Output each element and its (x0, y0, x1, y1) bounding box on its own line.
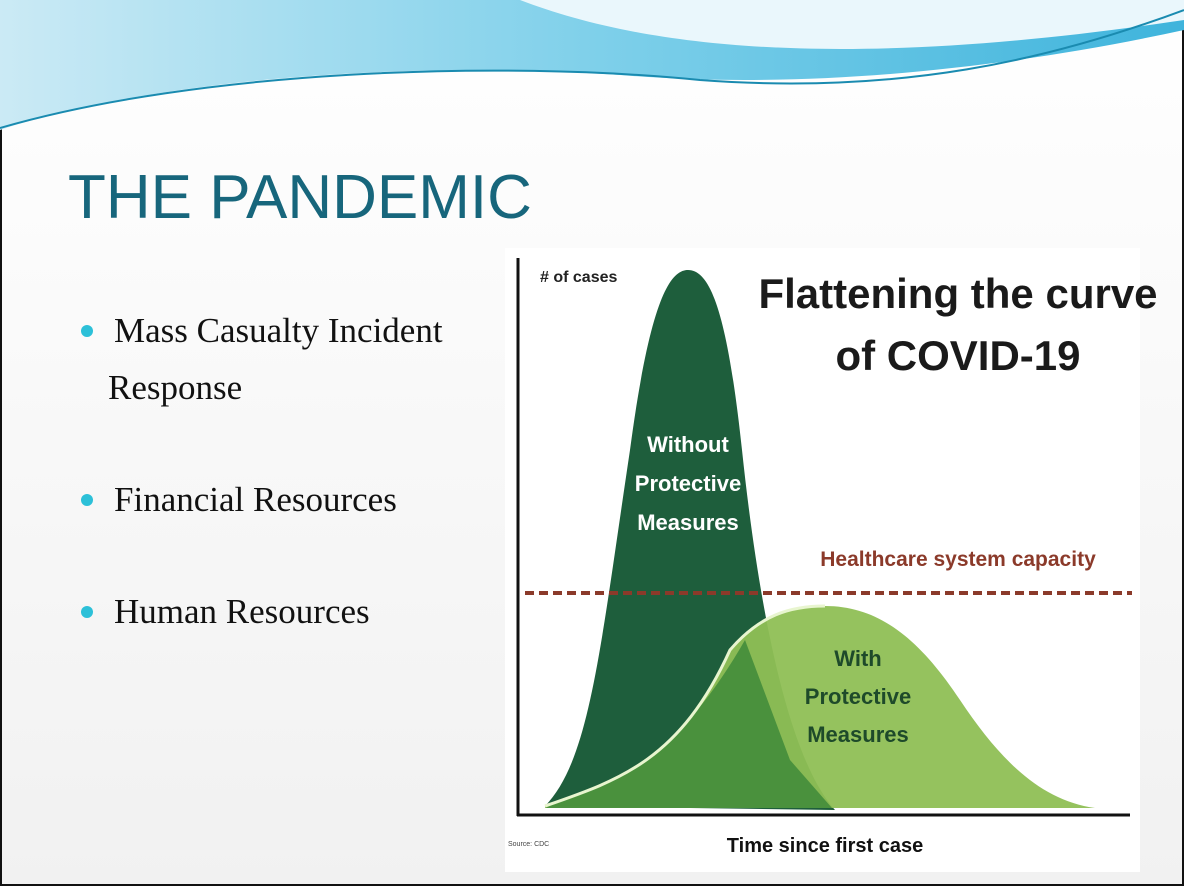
bullet-text: Human Resources (114, 592, 370, 631)
header-line (0, 9, 1184, 129)
with-label: With (834, 646, 881, 671)
source-note: Source: CDC (508, 841, 549, 848)
bullet-dot (81, 325, 93, 337)
bullet-dot (81, 494, 93, 506)
without-label: Without (647, 432, 729, 457)
figure-title: of COVID-19 (835, 332, 1080, 379)
with-label: Measures (807, 722, 909, 747)
figure: # of cases Source: CDC Time since first … (505, 248, 1158, 872)
curve-with-edge (544, 604, 826, 808)
header-wave-light (520, 0, 1184, 49)
x-axis-label: Time since first case (727, 835, 923, 857)
bullet-list: Mass Casualty Incident Response Financial … (81, 311, 443, 631)
y-axis-label: # of cases (540, 269, 617, 286)
slide-title: THE PANDEMIC (68, 163, 532, 232)
figure-labels: Flattening the curve of COVID-19 Without Pr… (635, 270, 1158, 747)
curve-overlap (545, 640, 832, 808)
bullet-dot (81, 606, 93, 618)
with-label: Protective (805, 684, 911, 709)
figure-title: Flattening the curve (758, 270, 1157, 317)
without-label: Measures (637, 510, 739, 535)
capacity-label: Healthcare system capacity (820, 548, 1096, 571)
bullet-text: Mass Casualty Incident (114, 311, 443, 350)
bullet-text: Financial Resources (114, 480, 397, 519)
bullet-text: Response (108, 368, 242, 407)
without-label: Protective (635, 471, 741, 496)
